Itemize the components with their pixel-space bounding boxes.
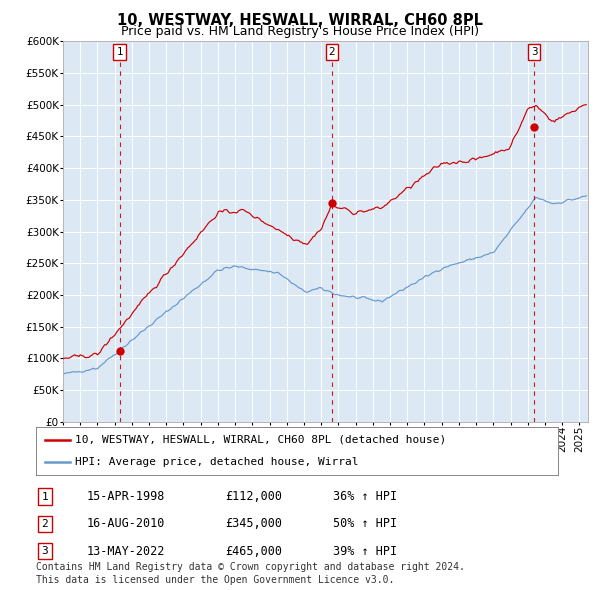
Text: £345,000: £345,000 (225, 517, 282, 530)
Text: 1: 1 (116, 47, 123, 57)
Text: 2: 2 (41, 519, 49, 529)
Text: 10, WESTWAY, HESWALL, WIRRAL, CH60 8PL (detached house): 10, WESTWAY, HESWALL, WIRRAL, CH60 8PL (… (75, 435, 446, 445)
Text: 2: 2 (329, 47, 335, 57)
Text: £112,000: £112,000 (225, 490, 282, 503)
Text: 36% ↑ HPI: 36% ↑ HPI (333, 490, 397, 503)
Text: Price paid vs. HM Land Registry's House Price Index (HPI): Price paid vs. HM Land Registry's House … (121, 25, 479, 38)
Text: 39% ↑ HPI: 39% ↑ HPI (333, 545, 397, 558)
Text: 16-AUG-2010: 16-AUG-2010 (87, 517, 166, 530)
Text: 3: 3 (41, 546, 49, 556)
Text: Contains HM Land Registry data © Crown copyright and database right 2024.
This d: Contains HM Land Registry data © Crown c… (36, 562, 465, 585)
Text: 1: 1 (41, 492, 49, 502)
Text: 3: 3 (531, 47, 538, 57)
Text: 15-APR-1998: 15-APR-1998 (87, 490, 166, 503)
Text: £465,000: £465,000 (225, 545, 282, 558)
Text: 13-MAY-2022: 13-MAY-2022 (87, 545, 166, 558)
Text: 50% ↑ HPI: 50% ↑ HPI (333, 517, 397, 530)
Text: 10, WESTWAY, HESWALL, WIRRAL, CH60 8PL: 10, WESTWAY, HESWALL, WIRRAL, CH60 8PL (117, 13, 483, 28)
Text: HPI: Average price, detached house, Wirral: HPI: Average price, detached house, Wirr… (75, 457, 359, 467)
